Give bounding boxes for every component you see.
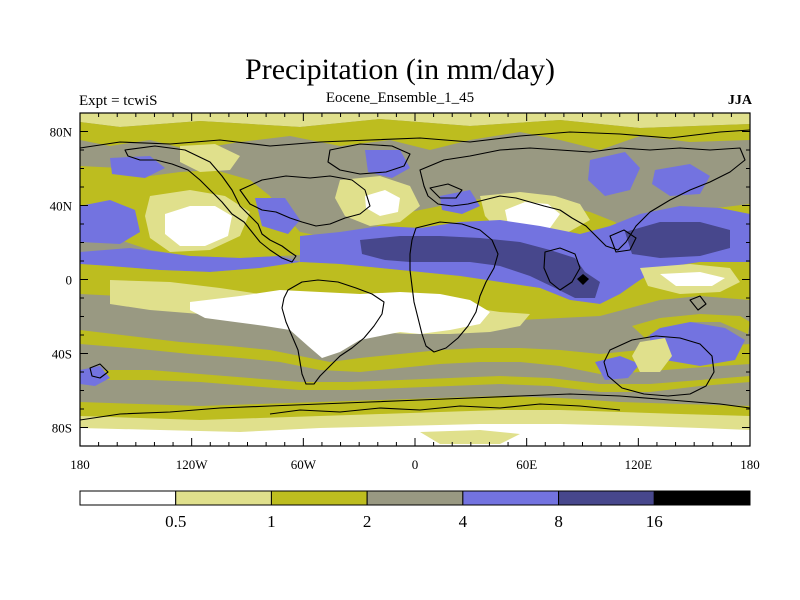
colorbar-label: 1 (267, 512, 276, 531)
field-sh-grey-1 (80, 344, 750, 384)
coastline-north-america-north (239, 175, 371, 227)
field-nh-white-3 (365, 190, 400, 216)
coastline-india (543, 247, 581, 291)
field-itcz-black (577, 274, 589, 285)
field-sh-blue-2 (80, 366, 110, 386)
field-antarctic-light-2 (420, 430, 520, 444)
field-nh-blue-4 (110, 156, 165, 178)
x-tick-label: 60W (291, 457, 317, 472)
colorbar-bin-gt16 (653, 490, 751, 506)
y-tick-label: 40S (52, 347, 72, 362)
y-tick-label: 80S (52, 421, 72, 436)
colorbar-bin-lt05 (79, 490, 177, 506)
coastline-antarctica (80, 393, 750, 421)
x-tick-label: 120E (625, 457, 653, 472)
coastline-africa (409, 221, 499, 353)
field-nh-blue-5 (588, 152, 640, 196)
colorbar-bin-c8_16 (558, 490, 655, 506)
x-tick-label: 180 (740, 457, 760, 472)
x-tick-label: 60E (516, 457, 537, 472)
field-nh-light-4 (180, 144, 240, 172)
field-sh-blue-3 (650, 322, 745, 366)
colorbar-label: 0.5 (165, 512, 186, 531)
season-label: JJA (727, 93, 752, 108)
field-antarctic-olive (80, 396, 750, 420)
coastline-greenland (327, 143, 411, 175)
colorbar: 0.5 1 2 4 8 16 (79, 490, 751, 531)
coastlines (80, 129, 750, 421)
colorbar-bin-c4_8 (462, 490, 560, 506)
colorbar-label: 8 (554, 512, 563, 531)
coastline-north-america (124, 145, 297, 263)
field-itcz-dark-2 (625, 222, 730, 258)
field-nh-blue-1 (80, 200, 140, 244)
experiment-label: Expt = tcwiS (79, 93, 158, 109)
field-nh-blue-3 (365, 150, 410, 178)
colorbar-bin-c05_1 (175, 490, 272, 506)
field-sh-blue-1 (595, 356, 640, 380)
field-itcz-dark-1 (360, 236, 600, 298)
coastline-pacific-islands (689, 295, 707, 311)
colorbar-label: 4 (459, 512, 468, 531)
precipitation-field (80, 113, 750, 446)
axis-ticks: 180 120W 60W 0 60E 120E 180 80N 40N 0 40S 80S (50, 112, 760, 472)
colorbar-bin-c2_4 (366, 490, 464, 506)
field-sh-olive-2 (632, 314, 750, 338)
coastline-antarctica-inner (269, 403, 621, 415)
coastline-europe-islands (429, 183, 463, 199)
colorbar-bin-c1_2 (270, 490, 368, 506)
plot-title: Precipitation (in mm/day) (245, 53, 555, 86)
coastline-australia (603, 335, 715, 397)
y-tick-label: 0 (66, 273, 73, 288)
field-sh-light-1 (632, 338, 672, 372)
coastline-south-pacific (89, 363, 109, 379)
field-eq-white-1 (660, 272, 725, 286)
coastline-arctic (80, 129, 750, 149)
y-tick-label: 40N (50, 199, 73, 214)
ensemble-label: Eocene_Ensemble_1_45 (325, 90, 475, 106)
x-tick-label: 120W (176, 457, 209, 472)
colorbar-label: 16 (646, 512, 663, 531)
coastline-eurasia (419, 147, 746, 251)
field-arctic-olive (80, 119, 750, 150)
field-nh-blue-7 (440, 190, 480, 214)
x-tick-label: 0 (412, 457, 419, 472)
field-antarctic-white (80, 424, 750, 446)
field-itcz-blue-west (80, 248, 300, 272)
field-nh-blue-2 (255, 198, 300, 234)
field-nh-white-1 (165, 206, 232, 246)
coastline-asia-islands (609, 229, 637, 253)
x-tick-label: 180 (70, 457, 90, 472)
y-tick-label: 80N (50, 125, 73, 140)
coastline-south-america (281, 279, 385, 385)
colorbar-label: 2 (363, 512, 372, 531)
